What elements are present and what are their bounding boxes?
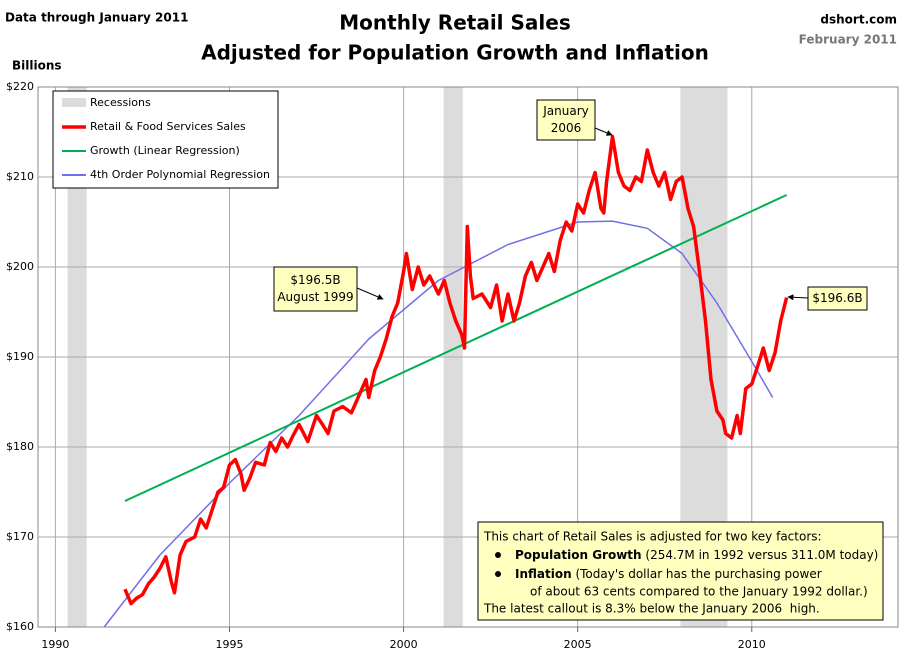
series — [103, 134, 789, 628]
callout-text: January — [542, 104, 589, 118]
note-detail: (Today's dollar has the purchasing power — [572, 567, 822, 581]
series-line — [124, 194, 788, 502]
callout-arrow — [356, 287, 384, 300]
callout-text: 2006 — [551, 121, 582, 135]
callout-text: August 1999 — [277, 290, 353, 304]
y-tick-label: $200 — [6, 260, 34, 273]
bullet — [495, 571, 501, 577]
chart-subtitle: Adjusted for Population Growth and Infla… — [201, 41, 709, 65]
note-text: This chart of Retail Sales is adjusted f… — [483, 530, 822, 544]
y-axis-label: Billions — [12, 59, 62, 73]
legend-box — [52, 90, 279, 189]
callout-box — [536, 99, 596, 141]
chart-title: Monthly Retail Sales — [339, 11, 570, 35]
y-tick-label: $160 — [6, 620, 34, 633]
note-box — [477, 521, 884, 621]
legend-swatch — [62, 98, 86, 107]
callout-box — [273, 266, 358, 312]
callout-arrow — [787, 294, 809, 301]
callout-text: $196.5B — [290, 273, 340, 287]
source: dshort.com — [820, 13, 897, 27]
date: February 2011 — [799, 33, 897, 47]
bullet — [495, 552, 501, 558]
legend-label: 4th Order Polynomial Regression — [90, 168, 270, 181]
callout-arrow — [594, 127, 613, 136]
x-tick-label: 2000 — [390, 638, 418, 651]
note-bold: Inflation — [515, 567, 572, 581]
legend-label: Recessions — [90, 96, 151, 109]
x-tick-label: 2010 — [738, 638, 766, 651]
callout-box — [807, 286, 868, 311]
annotations: Recessions Retail & Food Services Sales Gr… — [52, 90, 884, 621]
y-tick-label: $180 — [6, 440, 34, 453]
note-text: of about 63 cents compared to the Januar… — [530, 585, 868, 599]
note-text: The latest callout is 8.3% below the Jan… — [483, 602, 820, 616]
note-detail: (254.7M in 1992 versus 311.0M today) — [642, 548, 879, 562]
series-line — [123, 134, 789, 606]
note-text: Population Growth (254.7M in 1992 versus… — [515, 548, 878, 562]
y-tick-label: $190 — [6, 350, 34, 363]
x-tick-label: 2005 — [564, 638, 592, 651]
note-bold: Population Growth — [515, 548, 642, 562]
legend: Recessions Retail & Food Services Sales Gr… — [52, 90, 279, 189]
y-tick-label: $220 — [6, 80, 34, 93]
legend-label: Growth (Linear Regression) — [90, 144, 240, 157]
x-tick-label: 1995 — [215, 638, 243, 651]
data-note: Data through January 2011 — [5, 11, 188, 25]
y-tick-label: $210 — [6, 170, 34, 183]
y-tick-label: $170 — [6, 530, 34, 543]
note-text: Inflation (Today's dollar has the purcha… — [515, 567, 822, 581]
x-tick-label: 1990 — [41, 638, 69, 651]
plot-border — [37, 86, 899, 628]
legend-label: Retail & Food Services Sales — [90, 120, 246, 133]
callout-text: $196.6B — [812, 291, 862, 305]
